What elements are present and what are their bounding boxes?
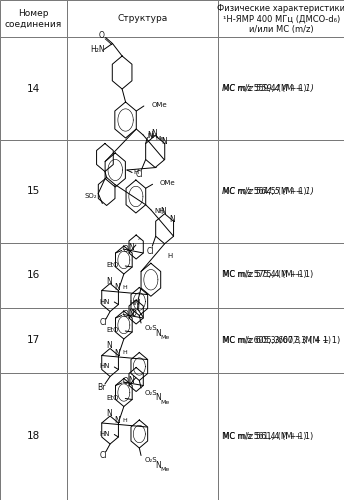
- Text: NH: NH: [147, 133, 158, 139]
- Text: O: O: [123, 378, 129, 386]
- Bar: [218, 308, 344, 372]
- Text: Cl: Cl: [147, 247, 154, 256]
- Text: O: O: [123, 245, 129, 254]
- Text: N: N: [161, 136, 166, 145]
- Text: N: N: [128, 308, 133, 318]
- Bar: [0, 242, 67, 308]
- Text: O: O: [130, 308, 137, 318]
- Text: N: N: [114, 348, 120, 358]
- Text: N: N: [128, 376, 133, 385]
- Text: Cl: Cl: [136, 170, 143, 179]
- Text: 17: 17: [27, 335, 40, 345]
- Text: Структура: Структура: [118, 14, 168, 23]
- Bar: [218, 140, 344, 242]
- Text: МС m/z 559,4 (M + 1): МС m/z 559,4 (M + 1): [222, 84, 314, 93]
- Text: O: O: [123, 310, 129, 319]
- Bar: [218, 372, 344, 500]
- Bar: [218, 308, 344, 372]
- Text: EtO: EtO: [107, 327, 119, 333]
- Bar: [218, 242, 344, 308]
- Text: МС m/z 605,3/607,3 (M + 1): МС m/z 605,3/607,3 (M + 1): [223, 336, 331, 344]
- Text: HN: HN: [99, 298, 110, 304]
- Text: HN: HN: [130, 300, 140, 306]
- Text: 15: 15: [27, 186, 40, 196]
- Bar: [67, 242, 218, 308]
- Bar: [0, 372, 67, 500]
- Text: ⌃: ⌃: [137, 240, 142, 244]
- Text: OMe: OMe: [160, 180, 175, 186]
- Text: Me: Me: [160, 467, 169, 472]
- Text: МС m/z 564,5 (M + 1): МС m/z 564,5 (M + 1): [223, 187, 306, 196]
- Text: МС m/z 605,3/607,3 (M + 1): МС m/z 605,3/607,3 (M + 1): [222, 336, 340, 344]
- Text: H: H: [122, 285, 127, 290]
- Text: EtO: EtO: [107, 394, 119, 400]
- Text: Cl: Cl: [99, 318, 107, 327]
- Bar: [218, 38, 344, 140]
- Text: O₂S: O₂S: [144, 390, 157, 396]
- Bar: [218, 38, 344, 140]
- Text: OMe: OMe: [152, 102, 168, 108]
- Bar: [67, 308, 218, 372]
- Text: Cl: Cl: [99, 450, 107, 460]
- Bar: [218, 140, 344, 242]
- Text: Номер
соединения: Номер соединения: [5, 9, 62, 29]
- Bar: [218, 242, 344, 308]
- Text: N: N: [151, 128, 157, 138]
- Text: N: N: [114, 284, 120, 292]
- Text: N: N: [128, 244, 133, 252]
- Text: МС m/z 561,4 (M + 1): МС m/z 561,4 (M + 1): [222, 432, 313, 441]
- Text: N: N: [106, 409, 111, 418]
- Text: N: N: [160, 207, 166, 216]
- Text: Br: Br: [97, 384, 106, 392]
- Bar: [67, 38, 218, 140]
- Bar: [67, 0, 218, 38]
- Text: МС m/z 575,4 (M + 1): МС m/z 575,4 (M + 1): [223, 270, 306, 280]
- Bar: [0, 0, 67, 38]
- Text: 16: 16: [27, 270, 40, 280]
- Text: N: N: [147, 132, 153, 140]
- Text: N: N: [155, 328, 161, 338]
- Bar: [0, 140, 67, 242]
- Text: H: H: [167, 254, 172, 260]
- Text: O: O: [98, 32, 105, 40]
- Text: N: N: [106, 276, 111, 285]
- Text: 18: 18: [27, 431, 40, 441]
- Text: МС m/z 564,5 (M + 1): МС m/z 564,5 (M + 1): [222, 187, 314, 196]
- Text: Физические характеристики
¹Н-ЯМР 400 МГц (ДМСО-d₆)
и/или МС (m/z): Физические характеристики ¹Н-ЯМР 400 МГц…: [217, 4, 344, 34]
- Text: МС m/z 575,4 (M + 1): МС m/z 575,4 (M + 1): [222, 270, 313, 280]
- Bar: [0, 308, 67, 372]
- Text: Me: Me: [155, 136, 164, 141]
- Text: HN: HN: [99, 364, 110, 370]
- Text: N: N: [114, 416, 120, 425]
- Text: NH: NH: [155, 208, 165, 214]
- Text: N: N: [155, 461, 161, 470]
- Text: H: H: [122, 418, 127, 422]
- Text: N: N: [155, 394, 161, 402]
- Text: МС m/z 561,4 (M + 1): МС m/z 561,4 (M + 1): [223, 432, 306, 441]
- Text: H: H: [122, 350, 127, 355]
- Text: N: N: [106, 342, 111, 350]
- Bar: [218, 372, 344, 500]
- Text: EtO: EtO: [107, 262, 119, 268]
- Text: Me: Me: [160, 400, 169, 404]
- Text: H₂N: H₂N: [90, 45, 105, 54]
- Text: 14: 14: [27, 84, 40, 94]
- Text: МС m/z 559,4 (M + 1): МС m/z 559,4 (M + 1): [223, 84, 306, 93]
- Text: H: H: [133, 170, 139, 175]
- Text: N: N: [169, 215, 175, 224]
- Bar: [67, 372, 218, 500]
- Bar: [67, 140, 218, 242]
- Text: Me: Me: [160, 334, 169, 340]
- Text: O₂S: O₂S: [144, 458, 157, 464]
- Text: O₂S: O₂S: [144, 325, 157, 331]
- Bar: [218, 0, 344, 38]
- Bar: [0, 38, 67, 140]
- Text: SO₂: SO₂: [84, 193, 97, 199]
- Text: HN: HN: [99, 431, 110, 437]
